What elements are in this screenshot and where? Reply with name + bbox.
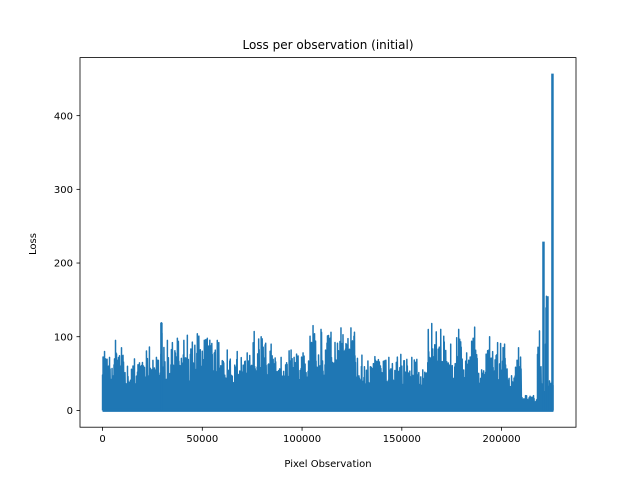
x-tick-label: 0 [99, 434, 105, 445]
y-tick-label: 400 [54, 111, 73, 122]
loss-series-line [101, 295, 554, 412]
y-tick-label: 300 [54, 185, 73, 196]
chart-title: Loss per observation (initial) [242, 38, 413, 52]
x-axis-label: Pixel Observation [284, 459, 371, 470]
series-layer [101, 73, 554, 412]
x-tick-label: 100000 [283, 434, 321, 445]
axes-frame [79, 57, 577, 428]
x-axis: 0 50000 100000 150000 200000 [99, 427, 521, 445]
y-tick-label: 100 [54, 332, 73, 343]
plot-area [79, 57, 577, 428]
x-tick-label: 150000 [383, 434, 421, 445]
x-tick-label: 50000 [186, 434, 218, 445]
y-axis-label: Loss [28, 233, 39, 255]
y-axis: 0 100 200 300 400 [54, 111, 80, 417]
y-tick-label: 0 [67, 406, 73, 417]
x-tick-label: 200000 [482, 434, 520, 445]
y-tick-label: 200 [54, 259, 73, 270]
